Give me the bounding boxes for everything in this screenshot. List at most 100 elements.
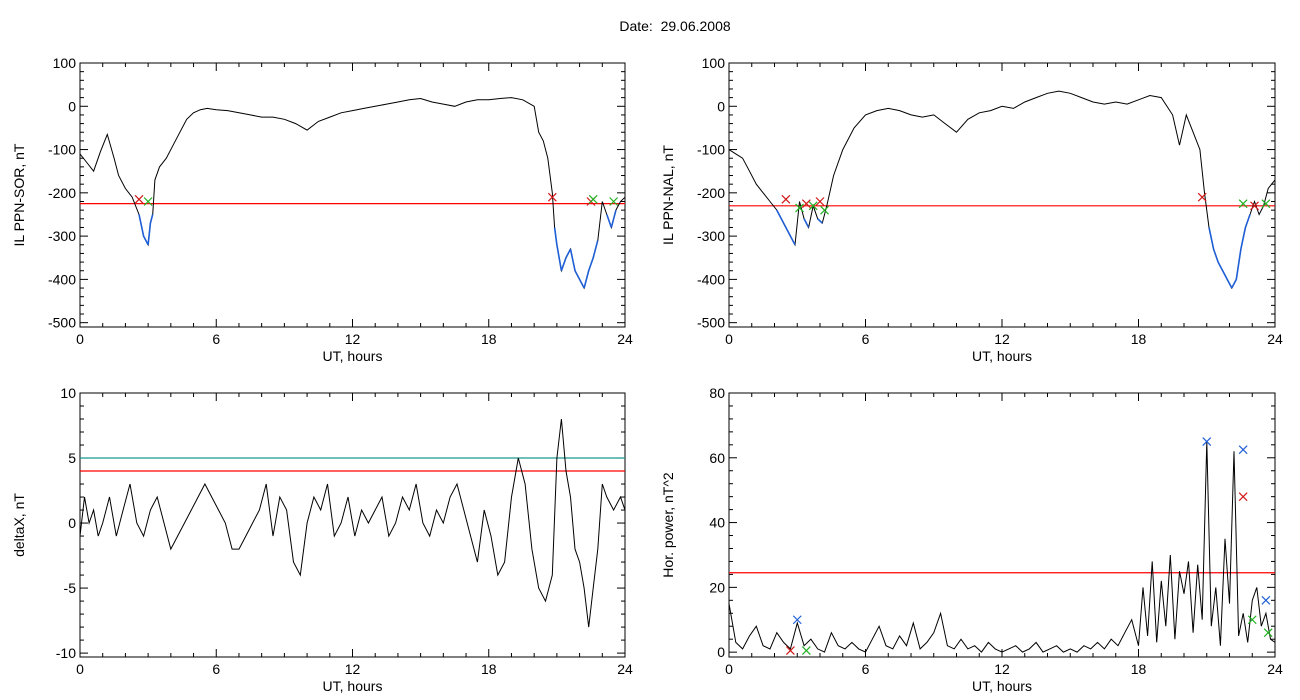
highlight-segment [776,209,785,224]
x-tick-label: 24 [1267,661,1283,677]
cross-marker [143,197,153,206]
plot-frame [79,62,626,328]
cross-marker-stroke [786,646,795,655]
plot-frame [728,62,1276,328]
highlight-segment [142,235,149,246]
x-tick-label: 6 [862,661,870,677]
x-tick-label: 24 [617,661,633,677]
x-tick-label: 6 [862,331,870,347]
cross-marker-stroke [1247,615,1257,625]
cross-marker [786,646,795,655]
cross-marker-stroke [547,192,557,202]
highlight-segment [1240,227,1247,250]
y-axis-label: IL PPN-SOR, nT [11,143,27,246]
y-tick-label: 80 [709,385,725,401]
cross-marker [134,194,144,204]
x-tick-label: 0 [725,661,733,677]
chart-panel-deltax: 0 6 12 18 24 10 5 0 -5 -10 UT, hours deltaX, nT [11,385,633,694]
highlight-segment [789,235,796,246]
cross-marker-stroke [134,194,144,204]
cross-marker [547,192,557,202]
cross-marker-stroke [815,197,825,206]
highlight-segment [560,257,567,272]
y-tick-label: -300 [48,228,76,244]
series-line [728,441,1276,653]
cross-marker-stroke [1238,199,1248,209]
x-tick-label: 18 [481,331,497,347]
x-tick-label: 24 [617,331,633,347]
y-tick-label: -200 [697,185,725,201]
highlight-segment [587,257,594,272]
x-tick-label: 6 [212,661,220,677]
cross-marker-stroke [792,615,802,625]
y-tick-label: -300 [697,228,725,244]
highlight-segment [592,240,599,258]
y-tick-label: -100 [697,142,725,158]
highlight-segment [569,248,576,271]
y-tick-label: -400 [48,271,76,287]
cross-marker-stroke [1202,437,1212,447]
cross-marker [820,205,829,215]
cross-marker-stroke [808,201,818,211]
highlight-segment [1226,279,1233,289]
cross-marker-stroke [1238,492,1248,502]
cross-marker [792,615,802,625]
cross-marker [1263,628,1273,638]
cross-marker [1261,199,1271,209]
cross-marker-stroke [801,199,811,209]
highlight-segment [553,227,558,245]
y-tick-label: 0 [68,515,76,531]
highlight-segment [1217,261,1224,272]
y-tick-label: -500 [48,315,76,331]
x-tick-label: 0 [76,331,84,347]
highlight-segment [1244,214,1251,228]
highlight-segment [610,209,617,228]
x-tick-label: 12 [994,661,1010,677]
y-tick-label: 10 [60,385,76,401]
y-tick-label: 0 [717,98,725,114]
cross-marker-stroke [781,194,791,204]
cross-marker [1202,437,1212,447]
y-tick-label: 5 [68,450,76,466]
cross-marker-stroke [1197,192,1207,202]
highlight-segment [782,222,792,237]
x-axis-label: UT, hours [323,678,383,694]
highlight-segment [1231,279,1238,289]
cross-marker-stroke [588,194,598,204]
x-tick-label: 0 [725,331,733,347]
cross-marker [1238,445,1248,455]
x-axis-label: UT, hours [323,348,383,364]
x-tick-label: 24 [1267,331,1283,347]
highlight-segment [1212,248,1219,263]
cross-marker [588,194,598,204]
series-line [79,97,626,290]
y-tick-label: 100 [702,55,726,71]
cross-marker-stroke [795,203,804,213]
y-tick-label: -200 [48,185,76,201]
cross-marker-stroke [1263,628,1273,638]
series-line [728,90,1276,290]
chart-panel-hor-power: 0 6 12 18 24 80 60 40 20 0 UT, hours Hor. power, nT… [660,385,1283,694]
highlight-segment [149,214,154,224]
y-axis-label: deltaX, nT [11,493,27,557]
cross-marker [1261,595,1271,605]
chart-panel-nal: 0 6 12 18 24 100 0 -100 -200 -300 -400 -500 UT, hour… [660,55,1283,364]
chart-panel-sor: 0 6 12 18 24 100 0 -100 -200 -300 -400 -500 UT, hour… [11,55,633,364]
highlight-segment [803,218,810,228]
cross-marker [815,197,825,206]
y-tick-label: -100 [48,142,76,158]
cross-marker [1247,615,1257,625]
x-axis-label: UT, hours [972,678,1032,694]
x-tick-label: 12 [345,661,361,677]
series-line [79,418,626,628]
cross-marker [1238,492,1248,502]
cross-marker [1197,192,1207,202]
highlight-segment [565,248,572,259]
cross-marker-stroke [820,205,829,215]
cross-marker [781,194,791,204]
highlight-segment [1221,270,1228,280]
highlight-segment [606,214,613,228]
y-tick-label: -500 [697,315,725,331]
cross-marker [1238,199,1248,209]
